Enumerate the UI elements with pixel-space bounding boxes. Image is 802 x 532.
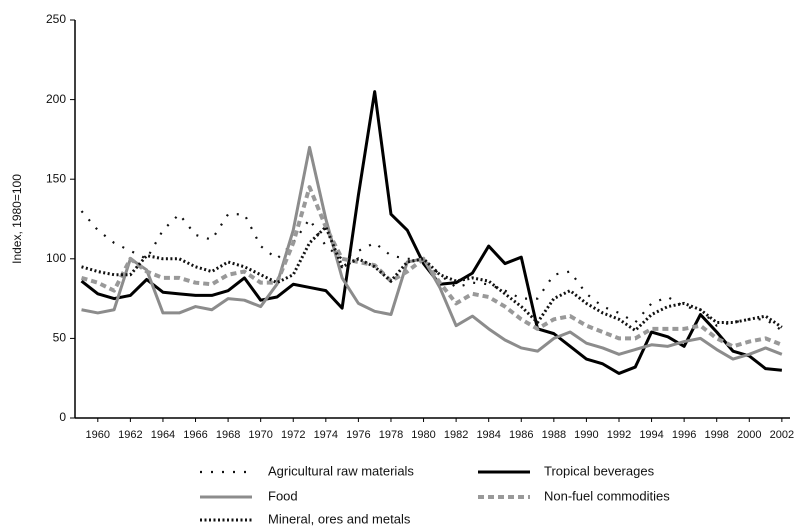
y-tick-label: 200 bbox=[46, 92, 66, 106]
x-tick-label: 1974 bbox=[314, 429, 338, 441]
series-line bbox=[80, 90, 783, 375]
x-tick-label: 1980 bbox=[411, 429, 435, 441]
x-tick-label: 1970 bbox=[248, 429, 272, 441]
x-tick-label: 1998 bbox=[704, 429, 728, 441]
x-tick-label: 1996 bbox=[672, 429, 696, 441]
y-tick-label: 250 bbox=[46, 12, 66, 26]
y-tick-label: 150 bbox=[46, 171, 66, 185]
legend-label: Agricultural raw materials bbox=[268, 463, 414, 478]
legend-label: Tropical beverages bbox=[544, 463, 655, 478]
x-tick-label: 1964 bbox=[151, 429, 175, 441]
x-tick-label: 1960 bbox=[86, 429, 110, 441]
y-tick-label: 100 bbox=[46, 251, 66, 265]
legend-label: Non-fuel commodities bbox=[544, 488, 670, 503]
legend-label: Mineral, ores and metals bbox=[268, 511, 411, 526]
legend-label: Food bbox=[268, 488, 298, 503]
x-tick-label: 1992 bbox=[607, 429, 631, 441]
x-tick-label: 2000 bbox=[737, 429, 761, 441]
x-tick-label: 2002 bbox=[770, 429, 794, 441]
series-line bbox=[81, 225, 783, 332]
x-tick-label: 1982 bbox=[444, 429, 468, 441]
x-tick-label: 1990 bbox=[574, 429, 598, 441]
x-tick-label: 1986 bbox=[509, 429, 533, 441]
x-tick-label: 1978 bbox=[379, 429, 403, 441]
x-tick-label: 1994 bbox=[639, 429, 663, 441]
series-line bbox=[80, 210, 783, 332]
x-tick-label: 1968 bbox=[216, 429, 240, 441]
x-tick-label: 1976 bbox=[346, 429, 370, 441]
series-line bbox=[80, 185, 783, 349]
x-tick-label: 1966 bbox=[183, 429, 207, 441]
x-tick-label: 1984 bbox=[476, 429, 500, 441]
y-axis-label: Index, 1980=100 bbox=[10, 174, 24, 264]
x-tick-label: 1972 bbox=[281, 429, 305, 441]
y-tick-label: 50 bbox=[53, 331, 67, 345]
x-tick-label: 1962 bbox=[118, 429, 142, 441]
y-tick-label: 0 bbox=[59, 410, 66, 424]
x-tick-label: 1988 bbox=[542, 429, 566, 441]
